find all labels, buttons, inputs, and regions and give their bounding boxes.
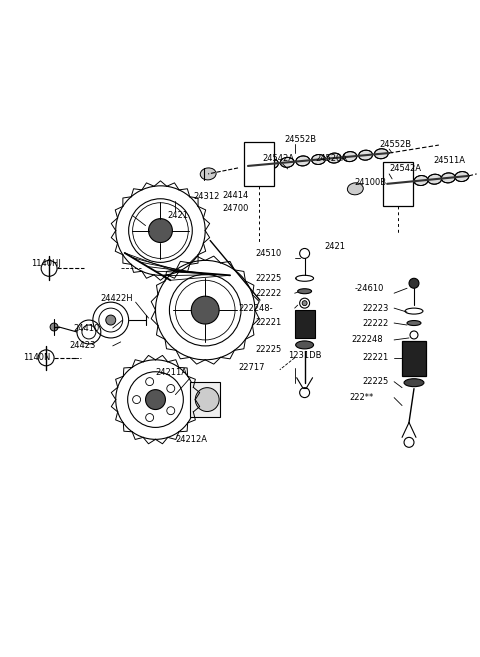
Text: -24610: -24610: [354, 284, 384, 293]
Text: 22717: 22717: [238, 363, 264, 373]
Text: 24552B: 24552B: [379, 139, 411, 148]
Ellipse shape: [428, 174, 442, 184]
Text: 22221: 22221: [255, 317, 281, 327]
Text: 24542A: 24542A: [263, 154, 295, 164]
Bar: [190, 382, 220, 417]
Text: 222**: 222**: [349, 393, 373, 402]
Ellipse shape: [404, 378, 424, 387]
Text: 24100B: 24100B: [354, 178, 386, 187]
Ellipse shape: [249, 160, 263, 170]
Ellipse shape: [343, 152, 357, 162]
Text: 24520A: 24520A: [315, 154, 348, 164]
Text: 24510: 24510: [255, 249, 281, 258]
Ellipse shape: [387, 178, 401, 188]
Text: 22225: 22225: [362, 377, 388, 386]
Text: 24423: 24423: [69, 342, 96, 350]
Text: 22223: 22223: [362, 304, 389, 313]
Ellipse shape: [359, 150, 372, 160]
Text: 1140HJ: 1140HJ: [31, 259, 61, 268]
Text: 22222: 22222: [362, 319, 388, 328]
Circle shape: [302, 301, 307, 306]
Circle shape: [192, 296, 219, 324]
Text: 24312: 24312: [193, 193, 220, 201]
Text: 22221: 22221: [362, 353, 388, 362]
Ellipse shape: [296, 156, 310, 166]
Circle shape: [409, 279, 419, 288]
Text: 222248: 222248: [351, 336, 383, 344]
Ellipse shape: [374, 148, 388, 159]
Circle shape: [106, 315, 116, 325]
Text: 24422H: 24422H: [101, 294, 133, 303]
Ellipse shape: [348, 183, 363, 194]
Text: 22225: 22225: [255, 346, 281, 354]
Bar: [383, 162, 413, 206]
Ellipse shape: [296, 341, 313, 349]
Text: 24211A: 24211A: [156, 368, 188, 377]
Text: 22222: 22222: [255, 288, 281, 298]
Text: 2421: 2421: [324, 242, 346, 251]
Ellipse shape: [407, 321, 421, 325]
Ellipse shape: [298, 288, 312, 294]
Ellipse shape: [200, 168, 216, 180]
Text: 24700: 24700: [222, 204, 249, 214]
Ellipse shape: [401, 177, 414, 187]
Text: 222248-: 222248-: [238, 304, 273, 313]
Text: 24542A: 24542A: [389, 164, 421, 173]
Text: 24212A: 24212A: [175, 435, 207, 444]
Ellipse shape: [264, 159, 278, 169]
Text: 24410: 24410: [73, 323, 99, 332]
Text: 22225: 22225: [255, 274, 281, 283]
Circle shape: [195, 388, 219, 411]
Circle shape: [50, 323, 58, 331]
Bar: [244, 142, 274, 186]
Text: 24414: 24414: [222, 191, 248, 200]
Ellipse shape: [327, 153, 341, 163]
Circle shape: [148, 219, 172, 242]
Ellipse shape: [455, 171, 469, 181]
Ellipse shape: [280, 158, 294, 168]
Circle shape: [145, 390, 166, 409]
Ellipse shape: [441, 173, 455, 183]
Ellipse shape: [414, 175, 428, 185]
Text: 24552B: 24552B: [285, 135, 317, 144]
Text: 1231DB: 1231DB: [288, 351, 321, 360]
Text: 24511A: 24511A: [434, 156, 466, 166]
Text: 1140N: 1140N: [23, 353, 50, 362]
Ellipse shape: [312, 154, 325, 164]
Bar: [402, 341, 426, 376]
Bar: [295, 310, 314, 338]
Text: 2421: 2421: [168, 211, 189, 220]
